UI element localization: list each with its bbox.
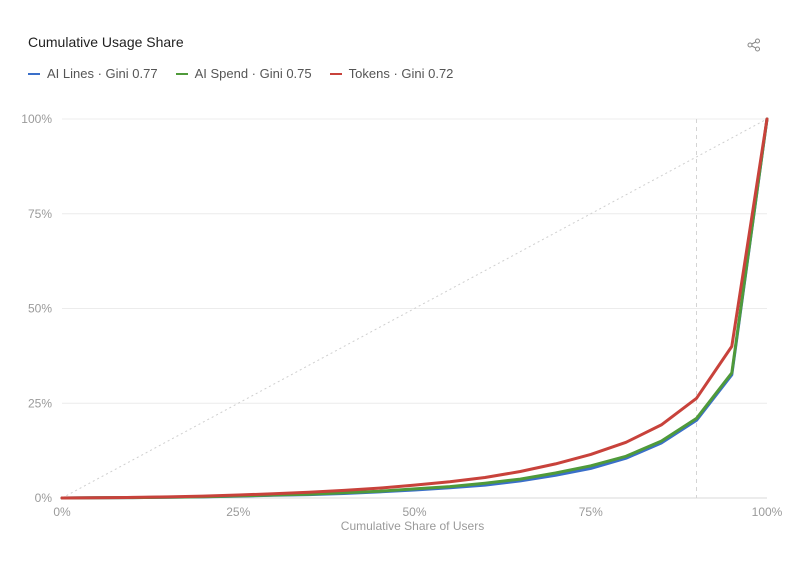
legend-swatch-ai-lines (28, 72, 40, 75)
legend-swatch-tokens (329, 72, 342, 75)
legend-item-tokens[interactable]: Tokens · Gini 0.72 (329, 66, 454, 81)
x-tick-label: 100% (752, 505, 783, 519)
chart-legend: AI Lines · Gini 0.77 AI Spend · Gini 0.7… (28, 66, 453, 81)
legend-swatch-ai-spend (175, 72, 188, 75)
legend-label-ai-lines: AI Lines · Gini 0.77 (47, 66, 158, 81)
chart-title: Cumulative Usage Share (28, 34, 184, 50)
y-tick-label: 75% (28, 207, 52, 221)
x-axis-title: Cumulative Share of Users (341, 519, 484, 533)
y-tick-label: 25% (28, 396, 52, 410)
share-icon[interactable] (745, 36, 765, 56)
legend-item-ai-lines[interactable]: AI Lines · Gini 0.77 (28, 66, 158, 81)
legend-label-tokens: Tokens · Gini 0.72 (348, 66, 454, 81)
series-line-tokens (60, 117, 769, 500)
x-tick-label: 50% (402, 505, 426, 519)
y-tick-label: 100% (21, 112, 52, 126)
x-tick-label: 75% (579, 505, 603, 519)
equality-line (61, 118, 768, 499)
x-tick-label: 0% (53, 505, 71, 519)
legend-label-ai-spend: AI Spend · Gini 0.75 (194, 66, 312, 81)
legend-item-ai-spend[interactable]: AI Spend · Gini 0.75 (175, 66, 312, 81)
y-tick-label: 50% (28, 302, 52, 316)
x-tick-label: 25% (226, 505, 250, 519)
y-tick-label: 0% (35, 491, 53, 505)
